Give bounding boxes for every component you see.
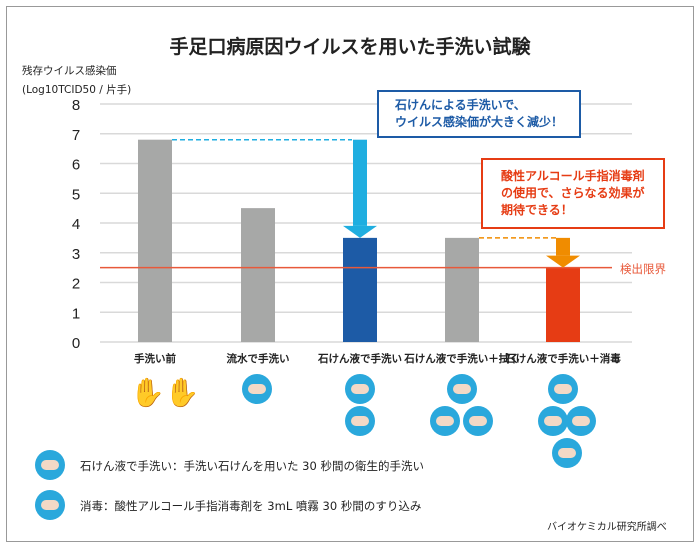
disinfect-icon bbox=[552, 438, 582, 468]
bar bbox=[445, 237, 479, 342]
rinse-icon bbox=[430, 406, 460, 436]
x-category-label: 石けん液で手洗い bbox=[318, 353, 402, 365]
y-axis-label: 残存ウイルス感染価 bbox=[22, 65, 117, 77]
y-tick-label: 5 bbox=[72, 186, 80, 203]
reduction-arrow bbox=[353, 139, 367, 226]
figure-frame bbox=[6, 6, 694, 542]
annotation-line: ウイルス感染価が大きく減少！ bbox=[395, 115, 564, 129]
reduction-arrow-head bbox=[546, 255, 580, 268]
legend-soap: 石けん液で手洗い：手洗い石けんを用いた 30 秒間の衛生的手洗い bbox=[80, 459, 424, 473]
rinse-icon bbox=[345, 406, 375, 436]
annotation-line: 石けんによる手洗いで、 bbox=[395, 98, 526, 112]
detection-limit-label: 検出限界 bbox=[620, 262, 666, 276]
chart-title: 手足口病原因ウイルスを用いた手洗い試験 bbox=[169, 36, 531, 58]
bar bbox=[241, 208, 275, 342]
soap-handwash-icon bbox=[35, 450, 65, 480]
x-category-label: 石けん液で手洗い＋消毒 bbox=[505, 353, 621, 365]
legend-disinfect: 消毒：酸性アルコール手指消毒剤を 3mL 噴霧 30 秒間のすり込み bbox=[80, 499, 422, 513]
annotation-line: 酸性アルコール手指消毒剤 bbox=[501, 169, 645, 183]
bar bbox=[546, 267, 580, 342]
x-category-label: 流水で手洗い bbox=[226, 353, 290, 365]
disinfect-icon bbox=[35, 490, 65, 520]
reduction-arrow-head bbox=[343, 225, 377, 238]
source-note: バイオケミカル研究所調べ bbox=[547, 522, 667, 533]
wipe-icon bbox=[463, 406, 493, 436]
x-category-label: 手洗い前 bbox=[134, 353, 176, 365]
x-category-label: 石けん液で手洗い＋拭く bbox=[404, 353, 520, 365]
bar bbox=[138, 139, 172, 342]
y-axis-unit: (Log10TCID50 / 片手) bbox=[22, 84, 132, 96]
y-tick-label: 3 bbox=[72, 246, 80, 263]
y-tick-label: 2 bbox=[72, 276, 80, 293]
reduction-arrow bbox=[556, 237, 570, 256]
y-tick-label: 1 bbox=[72, 305, 80, 322]
annotation-line: 期待できる！ bbox=[501, 203, 573, 217]
hands-icon: ✋✋ bbox=[130, 376, 200, 409]
annotation-line: の使用で、さらなる効果が bbox=[501, 186, 645, 200]
soap-handwash-icon bbox=[447, 374, 477, 404]
wipe-icon bbox=[566, 406, 596, 436]
y-tick-label: 4 bbox=[72, 216, 80, 233]
soap-handwash-icon bbox=[345, 374, 375, 404]
annotation-soap: 石けんによる手洗いで、 ウイルス感染価が大きく減少！ bbox=[377, 90, 582, 138]
rinse-icon bbox=[242, 374, 272, 404]
rinse-icon bbox=[538, 406, 568, 436]
soap-handwash-icon bbox=[548, 374, 578, 404]
y-tick-label: 6 bbox=[72, 157, 80, 174]
y-tick-label: 8 bbox=[72, 97, 80, 114]
y-tick-label: 0 bbox=[72, 335, 80, 352]
bar bbox=[343, 237, 377, 342]
y-tick-label: 7 bbox=[72, 127, 80, 144]
annotation-alcohol: 酸性アルコール手指消毒剤 の使用で、さらなる効果が 期待できる！ bbox=[481, 158, 665, 229]
